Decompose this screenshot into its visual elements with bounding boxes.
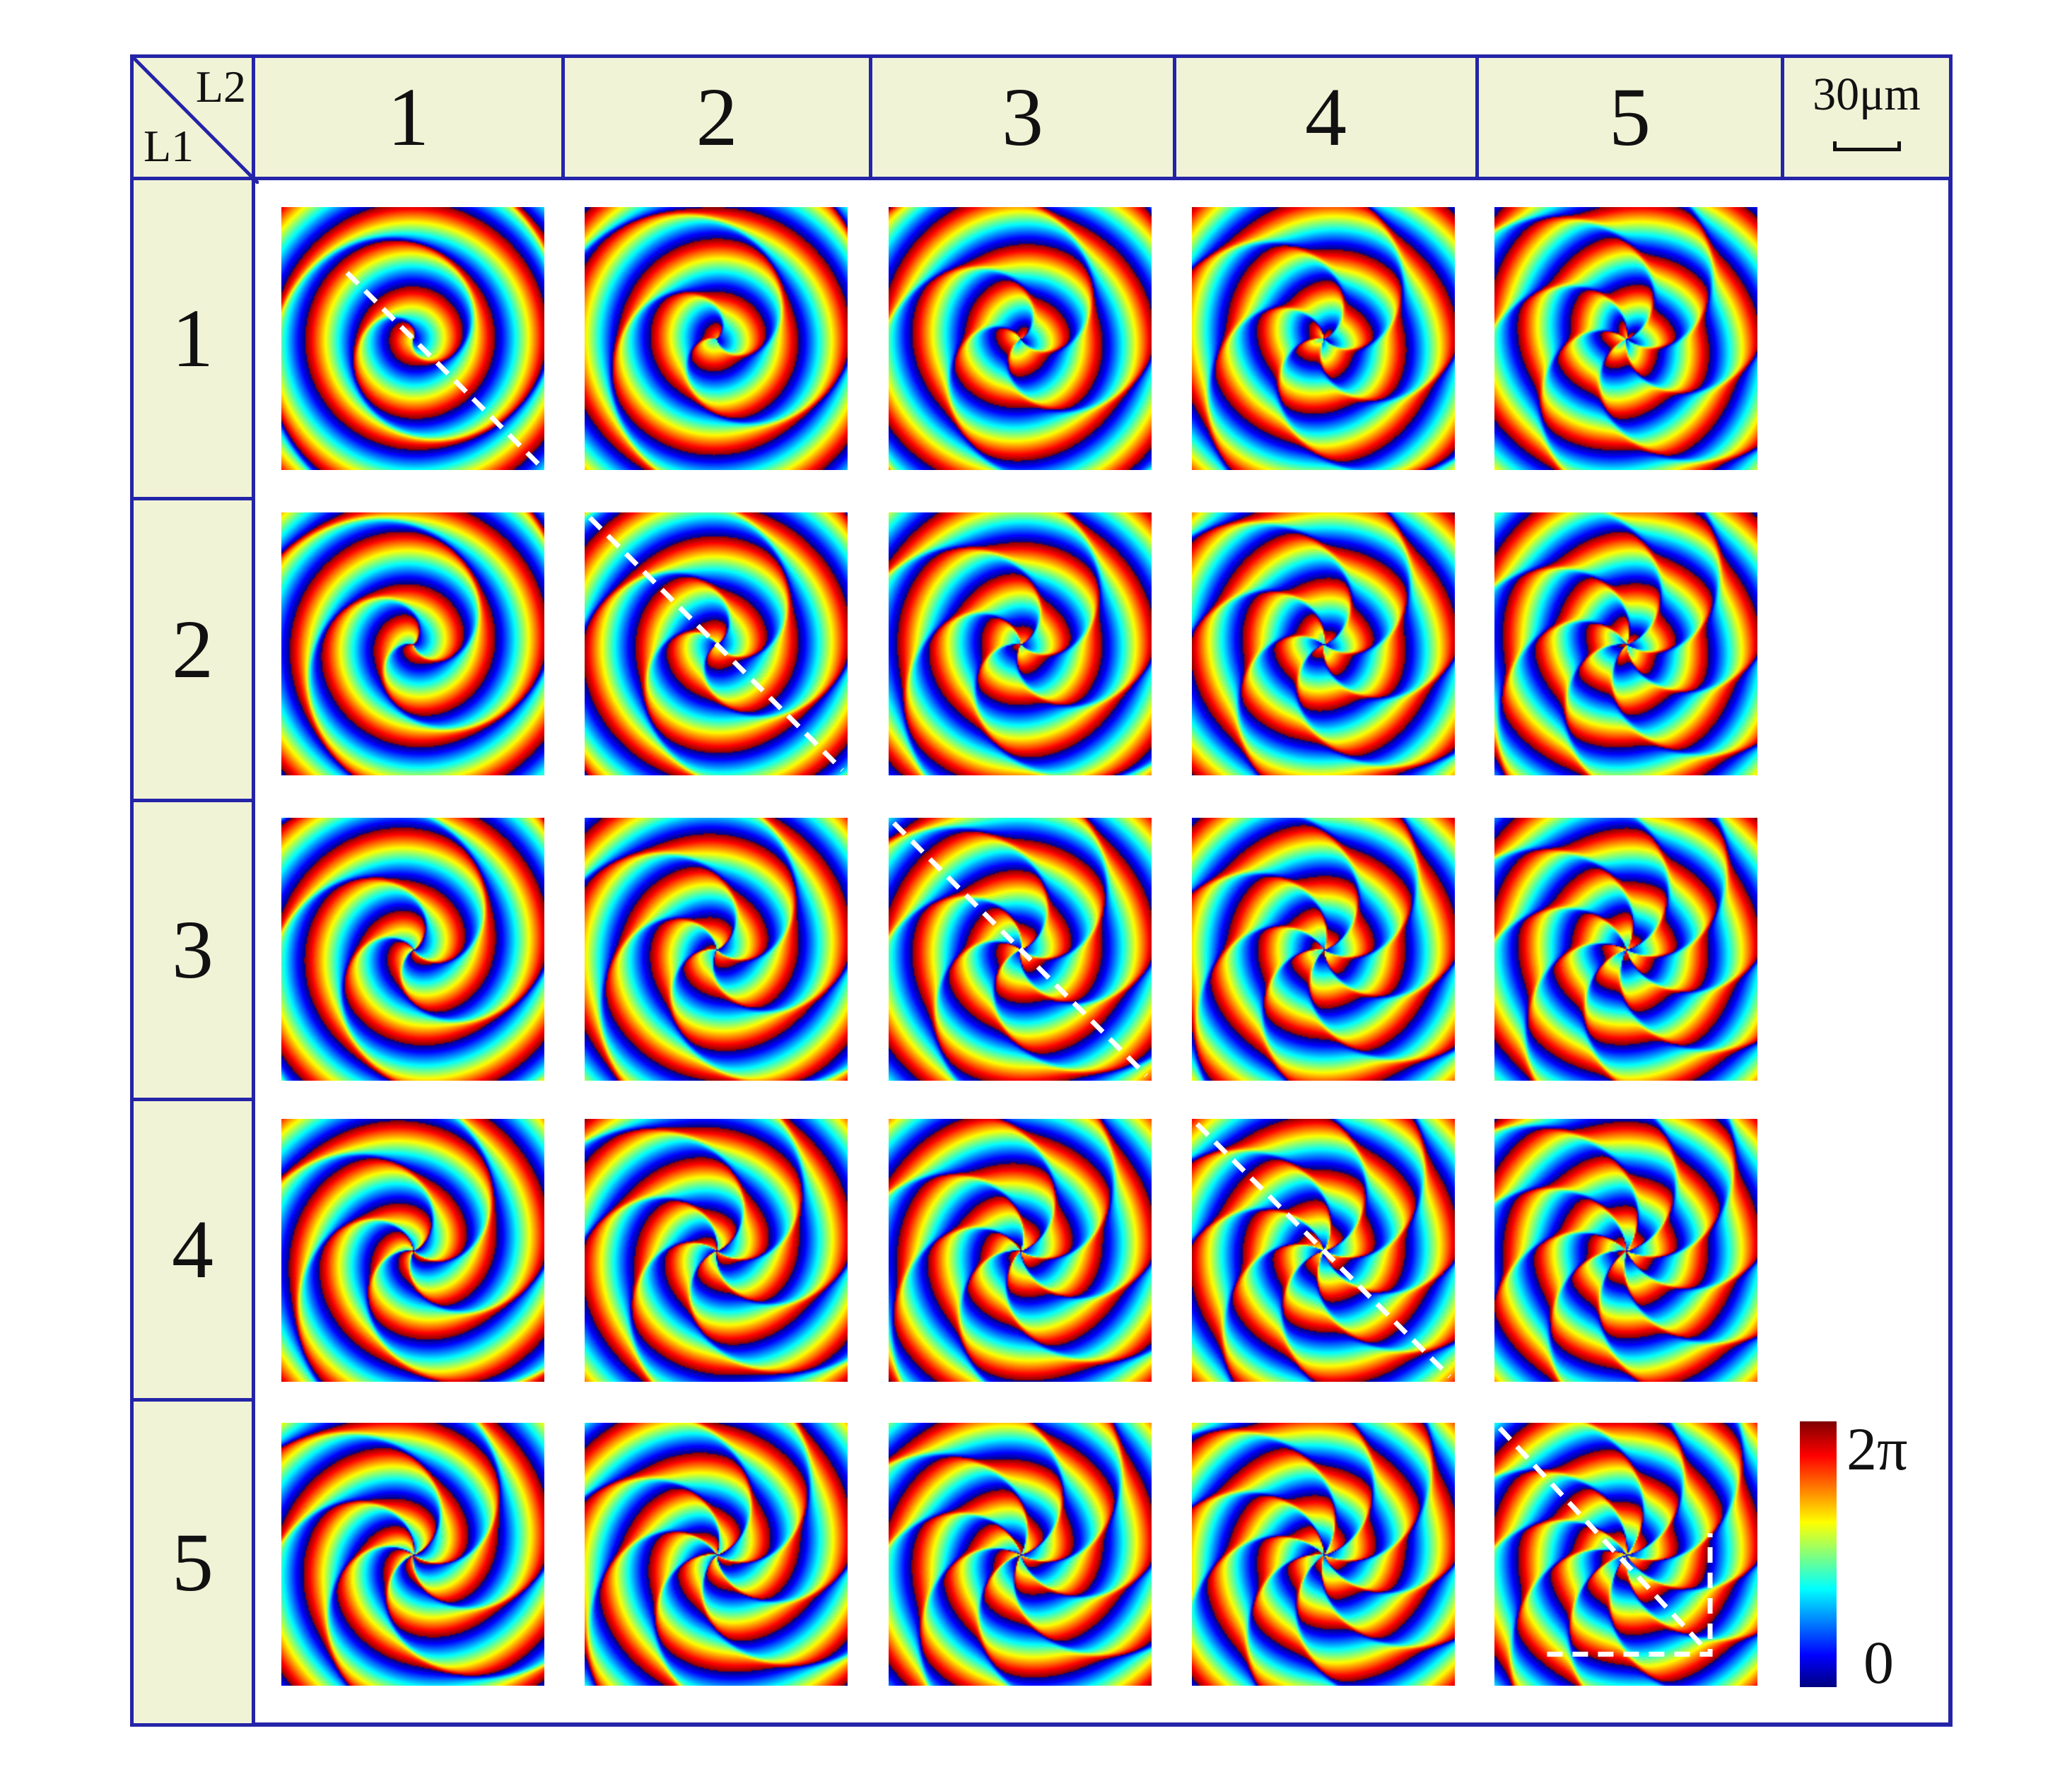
phase-map-canvas	[281, 1423, 544, 1686]
phase-map-l1-3-l2-3	[889, 818, 1152, 1081]
phase-map-canvas	[585, 512, 848, 775]
column-header-4: 4	[1173, 54, 1479, 180]
corner-label-l1: L1	[144, 121, 194, 171]
phase-map-l1-2-l2-1	[281, 512, 544, 775]
row-header-label: 1	[172, 292, 213, 384]
phase-map-l1-2-l2-4	[1192, 512, 1455, 775]
row-header-5: 5	[130, 1398, 255, 1727]
phase-map-canvas	[889, 1423, 1152, 1686]
phase-map-canvas	[281, 818, 544, 1081]
phase-map-canvas	[281, 207, 544, 470]
phase-map-l1-2-l2-5	[1494, 512, 1757, 775]
colorbar-max-label: 2π	[1846, 1415, 1908, 1483]
row-header-label: 3	[172, 903, 213, 996]
phase-map-l1-1-l2-2	[585, 207, 848, 470]
phase-map-l1-5-l2-2	[585, 1423, 848, 1686]
phase-map-canvas	[585, 818, 848, 1081]
column-header-5: 5	[1475, 54, 1784, 180]
column-header-label: 2	[696, 71, 738, 163]
column-header-2: 2	[561, 54, 872, 180]
row-header-3: 3	[130, 799, 255, 1101]
scale-bar-cell: 30μm	[1781, 54, 1953, 180]
phase-map-canvas	[585, 1423, 848, 1686]
phase-map-l1-1-l2-5	[1494, 207, 1757, 470]
phase-map-l1-2-l2-2	[585, 512, 848, 775]
colorbar-min-label: 0	[1863, 1628, 1894, 1696]
phase-map-l1-4-l2-5	[1494, 1119, 1757, 1382]
phase-map-canvas	[1494, 207, 1757, 470]
row-header-2: 2	[130, 497, 255, 802]
column-header-3: 3	[869, 54, 1176, 180]
column-header-label: 4	[1305, 71, 1347, 163]
phase-map-l1-4-l2-1	[281, 1119, 544, 1382]
phase-map-l1-4-l2-4	[1192, 1119, 1455, 1382]
phase-map-canvas	[889, 818, 1152, 1081]
phase-map-canvas	[1192, 512, 1455, 775]
phase-map-l1-1-l2-4	[1192, 207, 1455, 470]
phase-map-canvas	[281, 512, 544, 775]
row-header-label: 2	[172, 603, 213, 695]
phase-map-canvas	[1494, 1119, 1757, 1382]
phase-map-l1-3-l2-5	[1494, 818, 1757, 1081]
row-header-4: 4	[130, 1098, 255, 1402]
phase-map-l1-2-l2-3	[889, 512, 1152, 775]
phase-map-canvas	[1494, 1423, 1757, 1686]
phase-map-canvas	[889, 512, 1152, 775]
phase-map-l1-3-l2-2	[585, 818, 848, 1081]
corner-cell: L2 L1	[130, 54, 259, 184]
phase-map-l1-4-l2-2	[585, 1119, 848, 1382]
phase-map-l1-5-l2-4	[1192, 1423, 1455, 1686]
scale-bar-label: 30μm	[1813, 69, 1921, 120]
phase-map-canvas	[1192, 1119, 1455, 1382]
phase-map-l1-5-l2-1	[281, 1423, 544, 1686]
phase-map-canvas	[1494, 512, 1757, 775]
phase-map-l1-1-l2-1	[281, 207, 544, 470]
phase-map-canvas	[585, 207, 848, 470]
row-header-1: 1	[130, 177, 255, 500]
phase-map-l1-3-l2-4	[1192, 818, 1455, 1081]
column-header-1: 1	[252, 54, 565, 180]
phase-map-canvas	[1192, 818, 1455, 1081]
row-header-label: 5	[172, 1515, 213, 1609]
phase-map-l1-5-l2-3	[889, 1423, 1152, 1686]
phase-colorbar	[1800, 1421, 1837, 1687]
phase-map-canvas	[889, 1119, 1152, 1382]
column-header-label: 1	[387, 71, 429, 163]
phase-map-l1-5-l2-5	[1494, 1423, 1757, 1686]
phase-map-canvas	[1192, 1423, 1455, 1686]
phase-map-canvas	[889, 207, 1152, 470]
phase-map-l1-3-l2-1	[281, 818, 544, 1081]
phase-map-canvas	[281, 1119, 544, 1382]
corner-diagonal-line	[134, 58, 259, 184]
phase-map-l1-1-l2-3	[889, 207, 1152, 470]
column-header-label: 5	[1609, 71, 1651, 163]
corner-label-l2: L2	[195, 61, 246, 112]
scale-bar	[1832, 141, 1901, 151]
row-header-label: 4	[172, 1203, 213, 1296]
phase-map-canvas	[1494, 818, 1757, 1081]
phase-map-canvas	[1192, 207, 1455, 470]
phase-map-canvas	[585, 1119, 848, 1382]
phase-map-l1-4-l2-3	[889, 1119, 1152, 1382]
column-header-label: 3	[1002, 71, 1043, 163]
